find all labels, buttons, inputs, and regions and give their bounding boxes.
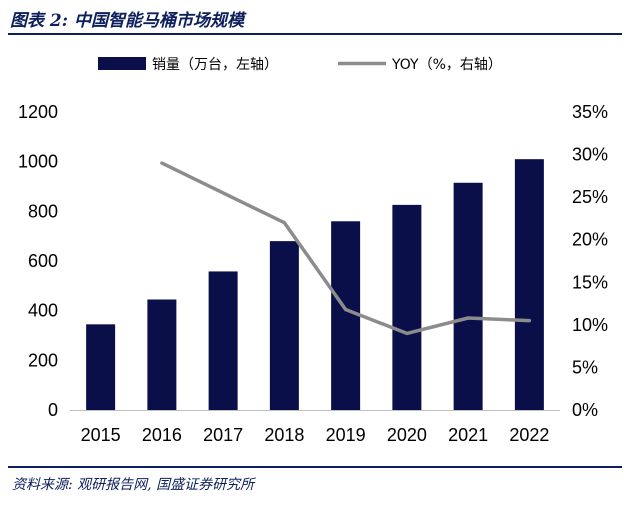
x-tick-label: 2019 — [326, 425, 366, 445]
right-tick-label: 25% — [572, 187, 608, 207]
x-tick-label: 2017 — [203, 425, 243, 445]
x-tick-label: 2022 — [509, 425, 549, 445]
bar-2015 — [86, 324, 116, 410]
left-tick-label: 1000 — [18, 152, 58, 172]
left-tick-label: 400 — [28, 301, 58, 321]
title-rule — [8, 33, 622, 35]
bar-2017 — [208, 271, 238, 410]
x-tick-label: 2018 — [264, 425, 304, 445]
x-tick-label: 2021 — [448, 425, 488, 445]
left-tick-label: 600 — [28, 251, 58, 271]
bar-2021 — [453, 182, 483, 410]
right-tick-label: 15% — [572, 272, 608, 292]
yoy-point-2016 — [160, 161, 164, 165]
figure-title: 图表 2: 中国智能马桶市场规模 — [10, 11, 244, 31]
bar-series — [86, 159, 544, 410]
bar-2016 — [147, 299, 177, 410]
bar-2022 — [514, 159, 544, 410]
right-tick-label: 35% — [572, 102, 608, 122]
source-note: 资料来源: 观研报告网, 国盛证券研究所 — [12, 477, 255, 493]
left-tick-label: 800 — [28, 201, 58, 221]
right-tick-label: 0% — [572, 400, 598, 420]
legend-bar-swatch — [98, 57, 146, 70]
right-axis: 0% 5% 10% 15% 20% 25% 30% 35% — [572, 102, 608, 420]
left-tick-label: 0 — [48, 400, 58, 420]
yoy-point-2018 — [282, 221, 286, 225]
right-tick-label: 5% — [572, 357, 598, 377]
yoy-point-2017 — [221, 191, 225, 195]
yoy-point-2021 — [466, 316, 470, 320]
right-tick-label: 30% — [572, 145, 608, 165]
x-tick-label: 2015 — [81, 425, 121, 445]
x-tick-label: 2020 — [387, 425, 427, 445]
bar-2020 — [392, 204, 422, 410]
bar-2018 — [269, 241, 299, 410]
yoy-point-2022 — [527, 319, 531, 323]
yoy-point-2020 — [405, 331, 409, 335]
left-tick-label: 1200 — [18, 102, 58, 122]
right-tick-label: 10% — [572, 315, 608, 335]
legend-bar-label: 销量（万台，左轴） — [152, 57, 278, 73]
legend: 销量（万台，左轴） YOY（%，右轴） — [98, 57, 502, 73]
x-tick-label: 2016 — [142, 425, 182, 445]
yoy-point-2019 — [344, 308, 348, 312]
yoy-series — [160, 161, 532, 336]
right-tick-label: 20% — [572, 230, 608, 250]
legend-line-label: YOY（%，右轴） — [391, 57, 502, 73]
bar-2019 — [331, 221, 361, 410]
left-tick-label: 200 — [28, 350, 58, 370]
source-rule — [8, 466, 622, 468]
left-axis: 0 200 400 600 800 1000 1200 — [18, 102, 58, 420]
x-axis: 2015 2016 2017 2018 2019 2020 2021 2022 — [70, 410, 560, 445]
